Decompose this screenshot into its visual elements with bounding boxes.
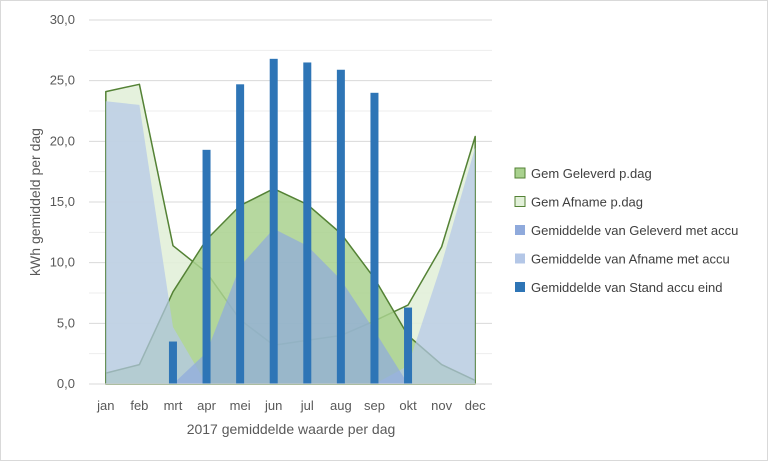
y-tick-label: 0,0: [57, 376, 75, 391]
y-axis-title: kWh gemiddeld per dag: [27, 128, 43, 276]
legend: Gem Geleverd p.dag Gem Afname p.dag Gemidd…: [514, 166, 738, 295]
legend-label-2: Gemiddelde van Geleverd met accu: [531, 223, 738, 238]
legend-swatch-3: [515, 253, 525, 264]
x-tick-label-nov: nov: [431, 398, 452, 413]
x-tick-label-sep: sep: [364, 398, 385, 413]
x-axis-ticks: jan feb mrt apr mei jun jul aug sep okt nov dec: [96, 398, 486, 413]
legend-label-0: Gem Geleverd p.dag: [531, 166, 652, 181]
y-tick-label: 25,0: [50, 73, 75, 88]
y-tick-label: 15,0: [50, 194, 75, 209]
x-axis-title: 2017 gemiddelde waarde per dag: [187, 421, 396, 437]
legend-swatch-0: [514, 167, 526, 179]
x-tick-label-dec: dec: [465, 398, 486, 413]
bar-jul: [303, 62, 312, 384]
y-axis-ticks: 0,0 5,0 10,0 15,0 20,0 25,0 30,0: [50, 12, 75, 391]
y-tick-label: 5,0: [57, 315, 75, 330]
y-tick-label: 10,0: [50, 255, 75, 270]
x-tick-label-mei: mei: [230, 398, 251, 413]
y-tick-label: 30,0: [50, 12, 75, 27]
bar-aug: [336, 69, 345, 384]
legend-swatch-2: [515, 225, 525, 235]
area-3-fill: [105, 101, 476, 385]
bar-mrt: [168, 341, 177, 384]
bar-mei: [236, 84, 245, 384]
bar-okt: [404, 307, 413, 384]
x-tick-label-jul: jul: [300, 398, 314, 413]
legend-label-4: Gemiddelde van Stand accu eind: [531, 280, 723, 295]
x-tick-label-mrt: mrt: [164, 398, 183, 413]
legend-label-3: Gemiddelde van Afname met accu: [531, 252, 730, 267]
legend-label-1: Gem Afname p.dag: [531, 195, 643, 210]
x-tick-label-okt: okt: [399, 398, 417, 413]
x-tick-label-aug: aug: [330, 398, 352, 413]
bar-sep: [370, 92, 379, 385]
y-tick-label: 20,0: [50, 133, 75, 148]
bar-series: [168, 58, 413, 385]
x-tick-label-jun: jun: [264, 398, 282, 413]
legend-swatch-1: [514, 196, 526, 207]
legend-swatch-4: [515, 282, 525, 292]
bar-jun: [269, 58, 278, 385]
x-tick-label-jan: jan: [96, 398, 114, 413]
area-series: [105, 83, 476, 385]
x-tick-label-apr: apr: [197, 398, 216, 413]
x-tick-label-feb: feb: [130, 398, 148, 413]
area-2-fill: [105, 228, 476, 384]
bar-apr: [202, 149, 211, 384]
